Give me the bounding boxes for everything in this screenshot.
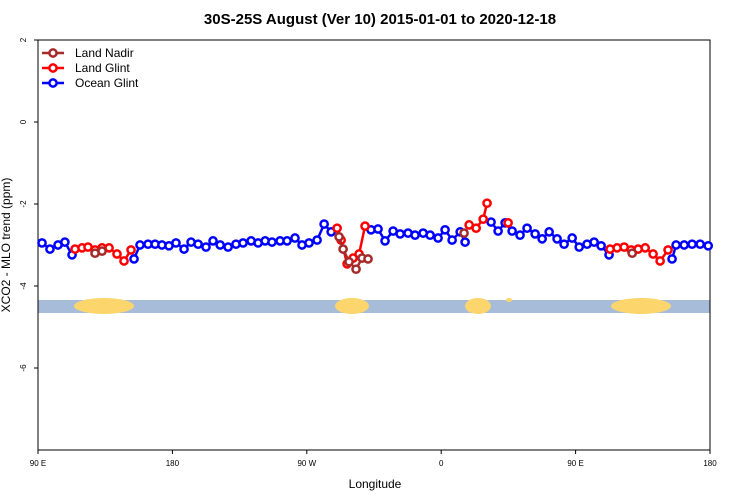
- chart-title: 30S-25S August (Ver 10) 2015-01-01 to 20…: [204, 11, 556, 28]
- land-patch: [506, 298, 512, 302]
- x-tick-label: 90 E: [30, 459, 46, 468]
- data-point: [332, 223, 342, 234]
- data-point: [460, 237, 470, 247]
- data-point: [282, 236, 292, 246]
- data-point: [238, 238, 248, 248]
- data-point: [319, 219, 329, 229]
- data-point: [687, 239, 697, 250]
- data-point: [537, 234, 547, 244]
- data-point: [515, 230, 525, 241]
- y-tick-label: -4: [19, 282, 28, 290]
- x-axis-label: Longitude: [349, 477, 402, 491]
- legend-marker: [48, 48, 58, 58]
- data-point: [433, 233, 443, 243]
- data-point: [304, 238, 314, 248]
- land-ocean-band: [38, 298, 710, 314]
- x-tick-label: 180: [166, 459, 180, 468]
- data-point: [215, 240, 226, 250]
- data-point: [201, 242, 211, 252]
- x-tick-label: 90 E: [567, 459, 583, 468]
- data-point: [425, 230, 435, 241]
- data-point: [671, 240, 681, 250]
- x-tick-label: 90 W: [297, 459, 316, 468]
- y-tick-label: -2: [19, 200, 28, 208]
- y-tick-label: 2: [19, 37, 28, 42]
- data-point: [627, 248, 638, 259]
- data-point: [552, 234, 562, 244]
- x-tick-label: 180: [703, 459, 717, 468]
- legend-label: Land Glint: [75, 61, 130, 75]
- data-point: [482, 198, 492, 209]
- legend-marker: [48, 78, 58, 88]
- data-point: [574, 242, 585, 252]
- data-point: [522, 223, 532, 234]
- legend-label: Land Nadir: [75, 46, 134, 60]
- land-patch: [611, 298, 671, 314]
- land-patch: [74, 298, 134, 314]
- data-point: [503, 218, 513, 228]
- y-tick-label: 0: [19, 119, 28, 124]
- data-point: [410, 230, 420, 241]
- data-point: [447, 235, 457, 245]
- data-point: [135, 240, 145, 250]
- data-point: [60, 237, 70, 247]
- data-point: [171, 238, 181, 248]
- data-point: [395, 229, 405, 239]
- data-point: [373, 224, 383, 234]
- data-point: [380, 236, 390, 246]
- data-point: [97, 246, 107, 256]
- data-point: [530, 229, 540, 239]
- data-point: [559, 239, 569, 250]
- data-point: [695, 239, 705, 250]
- data-point: [648, 249, 658, 259]
- data-point: [703, 240, 714, 251]
- data-point: [179, 244, 189, 254]
- data-point: [223, 242, 233, 252]
- legend-marker: [48, 63, 58, 73]
- data-point: [544, 227, 555, 237]
- legend-label: Ocean Glint: [75, 76, 139, 90]
- data-point: [208, 236, 218, 246]
- data-point: [344, 256, 354, 267]
- data-point: [312, 235, 322, 245]
- data-point: [363, 254, 373, 264]
- data-point: [45, 244, 55, 254]
- data-point: [655, 256, 665, 266]
- data-point: [119, 256, 129, 266]
- data-point: [290, 233, 300, 243]
- data-point: [679, 240, 690, 250]
- y-axis-label: XCO2 - MLO trend (ppm): [0, 178, 13, 313]
- data-point: [507, 226, 517, 236]
- data-point: [334, 231, 344, 242]
- data-point: [112, 249, 122, 259]
- land-patch: [465, 298, 491, 314]
- data-point: [596, 240, 606, 251]
- data-point: [589, 237, 599, 247]
- data-point: [440, 224, 450, 235]
- data-point: [640, 243, 651, 253]
- data-point: [129, 254, 139, 264]
- data-point: [351, 264, 361, 275]
- data-point: [493, 226, 503, 236]
- data-point: [338, 244, 348, 254]
- data-point: [37, 238, 47, 248]
- data-point: [126, 245, 136, 255]
- y-tick-label: -6: [19, 364, 28, 372]
- land-patch: [335, 298, 369, 314]
- data-point: [478, 214, 489, 225]
- x-tick-label: 0: [439, 459, 444, 468]
- data-point: [360, 221, 370, 231]
- data-point: [567, 233, 578, 243]
- data-point: [267, 237, 277, 247]
- data-point: [471, 223, 481, 234]
- data-point: [193, 239, 203, 250]
- data-point: [663, 245, 673, 255]
- ocean-band: [38, 300, 710, 313]
- data-point: [667, 254, 677, 264]
- data-point: [459, 228, 469, 238]
- data-point: [486, 217, 496, 227]
